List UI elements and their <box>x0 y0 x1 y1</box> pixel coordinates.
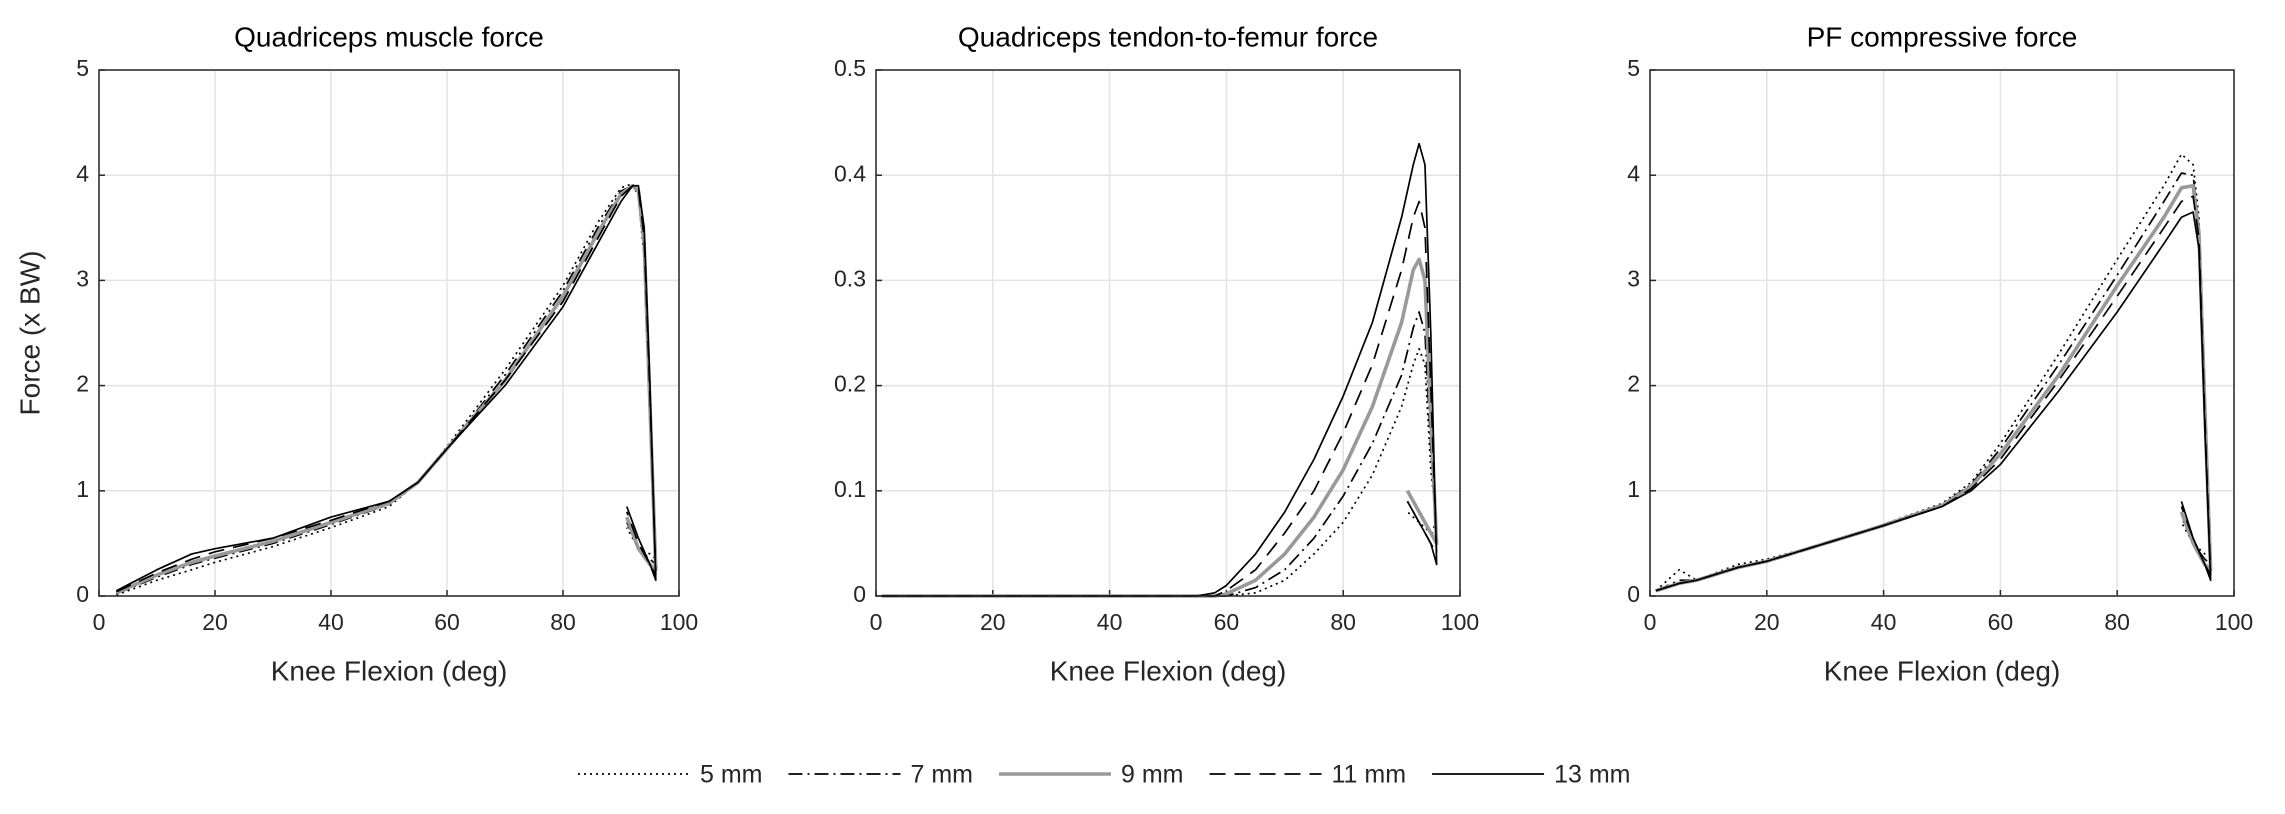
x-tick-label: 0 <box>870 609 883 635</box>
y-tick-label: 3 <box>76 265 89 291</box>
y-tick-label: 0.2 <box>834 371 866 397</box>
x-tick-label: 60 <box>1988 609 2014 635</box>
series-line <box>1655 211 2212 592</box>
y-tick-label: 5 <box>76 55 89 81</box>
y-tick-label: 4 <box>1627 160 1640 186</box>
x-tick-label: 20 <box>1754 609 1780 635</box>
x-tick-label: 20 <box>980 609 1006 635</box>
y-tick-label: 0.3 <box>834 265 866 291</box>
y-tick-label: 2 <box>76 371 89 397</box>
legend-label: 13 mm <box>1554 761 1630 789</box>
x-tick-label: 40 <box>1871 609 1897 635</box>
chart-title: Quadriceps muscle force <box>234 21 544 52</box>
x-tick-label: 80 <box>1330 609 1356 635</box>
plot-area <box>1650 70 2234 596</box>
x-tick-label: 0 <box>1644 609 1657 635</box>
x-axis-label: Knee Flexion (deg) <box>1824 655 2061 686</box>
y-tick-label: 0 <box>1627 581 1640 607</box>
y-tick-label: 2 <box>1627 371 1640 397</box>
x-tick-label: 20 <box>202 609 228 635</box>
x-tick-label: 100 <box>1441 609 1479 635</box>
y-tick-label: 0.5 <box>834 55 866 81</box>
legend-label: 5 mm <box>700 761 763 789</box>
axes-box <box>1649 69 2235 597</box>
x-axis-label: Knee Flexion (deg) <box>271 655 508 686</box>
plot-area <box>876 70 1460 596</box>
y-tick-label: 0 <box>76 581 89 607</box>
axes-box <box>875 69 1461 597</box>
y-tick-label: 1 <box>1627 476 1640 502</box>
y-tick-label: 5 <box>1627 55 1640 81</box>
x-tick-label: 40 <box>1097 609 1123 635</box>
chart-title: PF compressive force <box>1807 21 2078 52</box>
y-tick-label: 0.4 <box>834 160 866 186</box>
x-tick-label: 100 <box>660 609 698 635</box>
plot-area <box>99 70 679 596</box>
x-tick-label: 40 <box>318 609 344 635</box>
legend-label: 11 mm <box>1332 761 1407 789</box>
x-tick-label: 80 <box>550 609 576 635</box>
y-tick-label: 1 <box>76 476 89 502</box>
y-tick-label: 3 <box>1627 265 1640 291</box>
y-tick-label: 0 <box>853 581 866 607</box>
chart-title: Quadriceps tendon-to-femur force <box>958 21 1378 52</box>
y-tick-label: 0.1 <box>834 476 866 502</box>
legend-label: 9 mm <box>1121 761 1184 789</box>
series-line <box>116 184 657 592</box>
axes-box <box>98 69 680 597</box>
x-tick-label: 60 <box>434 609 460 635</box>
y-axis-label: Force (x BW) <box>14 251 45 416</box>
x-tick-label: 100 <box>2215 609 2253 635</box>
legend-label: 7 mm <box>911 761 974 789</box>
x-axis-label: Knee Flexion (deg) <box>1050 655 1287 686</box>
x-tick-label: 0 <box>93 609 106 635</box>
y-tick-label: 4 <box>76 160 89 186</box>
x-tick-label: 60 <box>1214 609 1240 635</box>
series-line <box>116 184 657 593</box>
x-tick-label: 80 <box>2104 609 2130 635</box>
